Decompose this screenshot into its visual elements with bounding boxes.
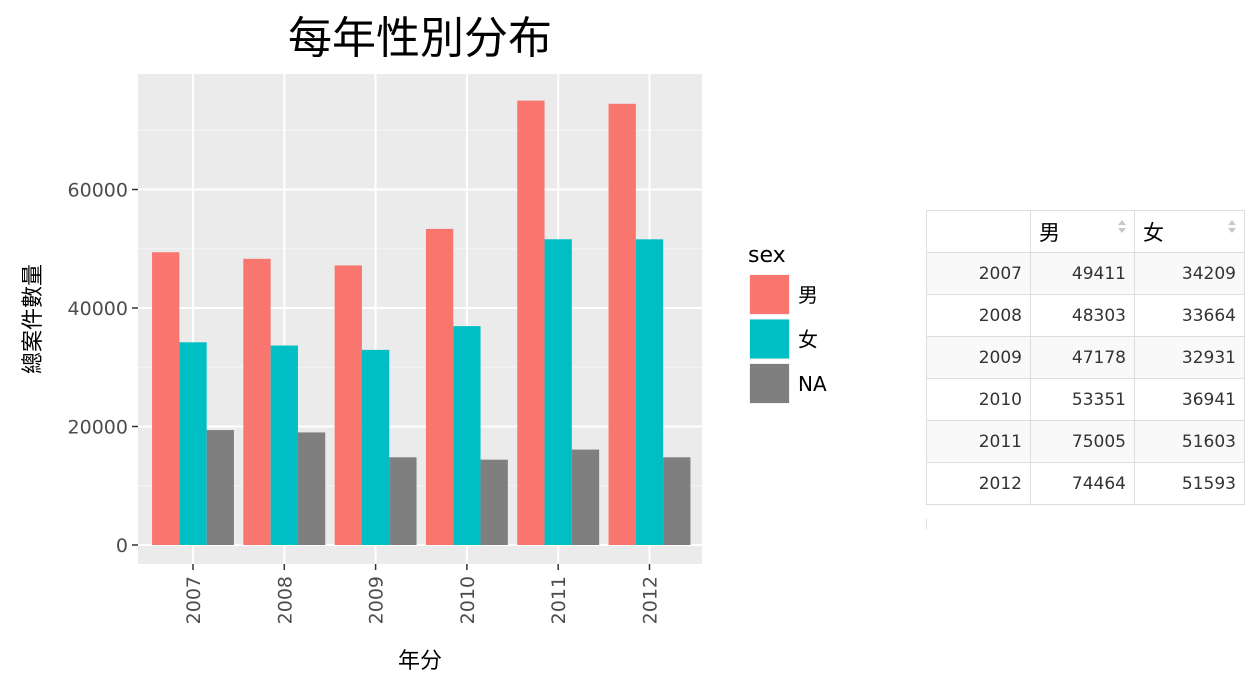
- sort-icon[interactable]: [1118, 220, 1126, 236]
- bar: [480, 459, 508, 545]
- table-cell-year: 2012: [926, 462, 1031, 505]
- sort-icon[interactable]: [1228, 220, 1236, 236]
- table-cell-male: 75005: [1030, 420, 1135, 463]
- bar: [608, 103, 636, 546]
- table-cell-year: 2011: [926, 420, 1031, 463]
- x-tick-label: 2012: [640, 576, 662, 624]
- table-cell-year: 2008: [926, 294, 1031, 337]
- table-cell-female: 36941: [1134, 378, 1245, 421]
- y-tick-label: 60000: [68, 180, 128, 202]
- chart-title: 每年性別分布: [288, 13, 552, 64]
- legend: sex 男女 NA: [748, 243, 827, 404]
- table-cell-female: 32931: [1134, 336, 1245, 379]
- legend-label: 女: [798, 328, 818, 352]
- table-cell-year: 2009: [926, 336, 1031, 379]
- bar: [206, 430, 234, 545]
- table-cell-male: 47178: [1030, 336, 1135, 379]
- bar-chart: 每年性別分布 0 20000 40000 60000 2007 2008 2009 2010…: [21, 13, 827, 674]
- table-cell-male: 48303: [1030, 294, 1135, 337]
- table-scroll-edge: [926, 519, 1245, 529]
- bars: [152, 100, 691, 546]
- table-row: 2009 47178 32931: [926, 336, 1245, 379]
- x-tick-label: 2007: [183, 576, 205, 624]
- bar: [544, 239, 572, 545]
- table-cell-male: 53351: [1030, 378, 1135, 421]
- bar: [297, 432, 326, 545]
- table-cell-female: 34209: [1134, 252, 1245, 295]
- table-cell-female: 51603: [1134, 420, 1245, 463]
- legend-title: sex: [748, 243, 786, 268]
- bar: [361, 349, 390, 545]
- bar: [453, 326, 481, 545]
- legend-label: 男: [798, 283, 818, 307]
- bar: [571, 449, 600, 545]
- legend-swatch: [750, 319, 789, 359]
- table-row: 2012 74464 51593: [926, 462, 1245, 505]
- y-tick-label: 40000: [68, 298, 128, 320]
- bar: [635, 239, 664, 546]
- bar: [663, 457, 691, 545]
- x-tick-label: 2009: [366, 576, 388, 624]
- y-axis: 0 20000 40000 60000: [68, 180, 138, 557]
- x-tick-label: 2011: [548, 576, 570, 624]
- legend-label: NA: [798, 372, 827, 396]
- bar: [334, 265, 362, 545]
- x-tick-label: 2010: [457, 576, 479, 624]
- bar: [243, 258, 271, 545]
- table-row: 2007 49411 34209: [926, 252, 1245, 295]
- table-header-label: 男: [1039, 220, 1060, 245]
- legend-swatch: [750, 364, 789, 403]
- y-axis-title: 總案件數量: [21, 264, 46, 374]
- table-header-row: 男 女: [926, 210, 1245, 253]
- table-row: 2010 53351 36941: [926, 378, 1245, 421]
- bar: [152, 252, 180, 546]
- bar: [179, 342, 207, 545]
- x-axis-title: 年分: [398, 649, 442, 674]
- table-row: 2008 48303 33664: [926, 294, 1245, 337]
- bar: [517, 100, 545, 546]
- y-tick-label: 0: [116, 535, 128, 557]
- table-header-male[interactable]: 男: [1030, 210, 1135, 253]
- table-cell-male: 49411: [1030, 252, 1135, 295]
- table-header-label: 女: [1143, 220, 1164, 245]
- legend-swatch: [750, 275, 789, 314]
- table-cell-female: 51593: [1134, 462, 1245, 505]
- bar: [389, 457, 417, 545]
- table-header-female[interactable]: 女: [1134, 210, 1245, 253]
- table-cell-year: 2010: [926, 378, 1031, 421]
- table-header-rowname: [926, 210, 1031, 253]
- table-cell-year: 2007: [926, 252, 1031, 295]
- bar: [425, 228, 454, 545]
- x-axis: 2007 2008 2009 2010 2011 2012: [183, 564, 662, 624]
- table-row: 2011 75005 51603: [926, 420, 1245, 463]
- data-table: 男 女 2007 49411 34209 2008 48303 33664 20…: [926, 210, 1245, 505]
- table-cell-female: 33664: [1134, 294, 1245, 337]
- table-cell-male: 74464: [1030, 462, 1135, 505]
- bar: [270, 345, 298, 545]
- y-tick-label: 20000: [68, 417, 128, 439]
- x-tick-label: 2008: [274, 576, 296, 624]
